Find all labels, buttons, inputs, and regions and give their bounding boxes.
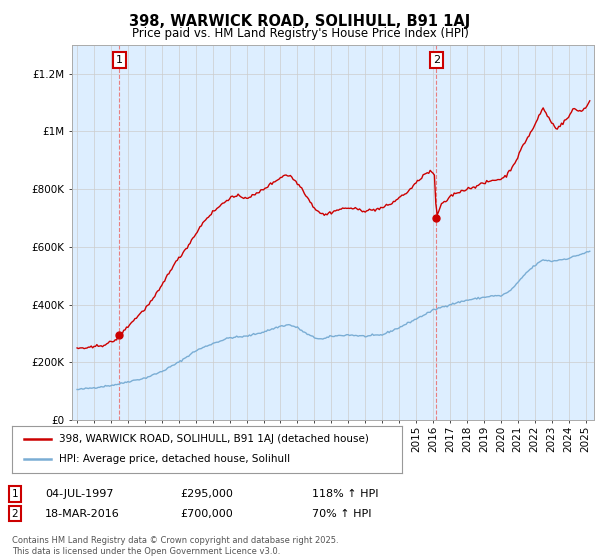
Text: 70% ↑ HPI: 70% ↑ HPI [312, 508, 371, 519]
Text: 398, WARWICK ROAD, SOLIHULL, B91 1AJ: 398, WARWICK ROAD, SOLIHULL, B91 1AJ [130, 14, 470, 29]
Text: 04-JUL-1997: 04-JUL-1997 [45, 489, 113, 499]
Text: 118% ↑ HPI: 118% ↑ HPI [312, 489, 379, 499]
Text: 1: 1 [116, 55, 123, 65]
Text: Contains HM Land Registry data © Crown copyright and database right 2025.
This d: Contains HM Land Registry data © Crown c… [12, 536, 338, 556]
Text: £700,000: £700,000 [180, 508, 233, 519]
Text: 2: 2 [433, 55, 440, 65]
Text: Price paid vs. HM Land Registry's House Price Index (HPI): Price paid vs. HM Land Registry's House … [131, 27, 469, 40]
Text: £295,000: £295,000 [180, 489, 233, 499]
Text: 18-MAR-2016: 18-MAR-2016 [45, 508, 120, 519]
Text: 1: 1 [11, 489, 19, 499]
Text: 2: 2 [11, 508, 19, 519]
Text: 398, WARWICK ROAD, SOLIHULL, B91 1AJ (detached house): 398, WARWICK ROAD, SOLIHULL, B91 1AJ (de… [59, 434, 368, 444]
Text: HPI: Average price, detached house, Solihull: HPI: Average price, detached house, Soli… [59, 454, 290, 464]
